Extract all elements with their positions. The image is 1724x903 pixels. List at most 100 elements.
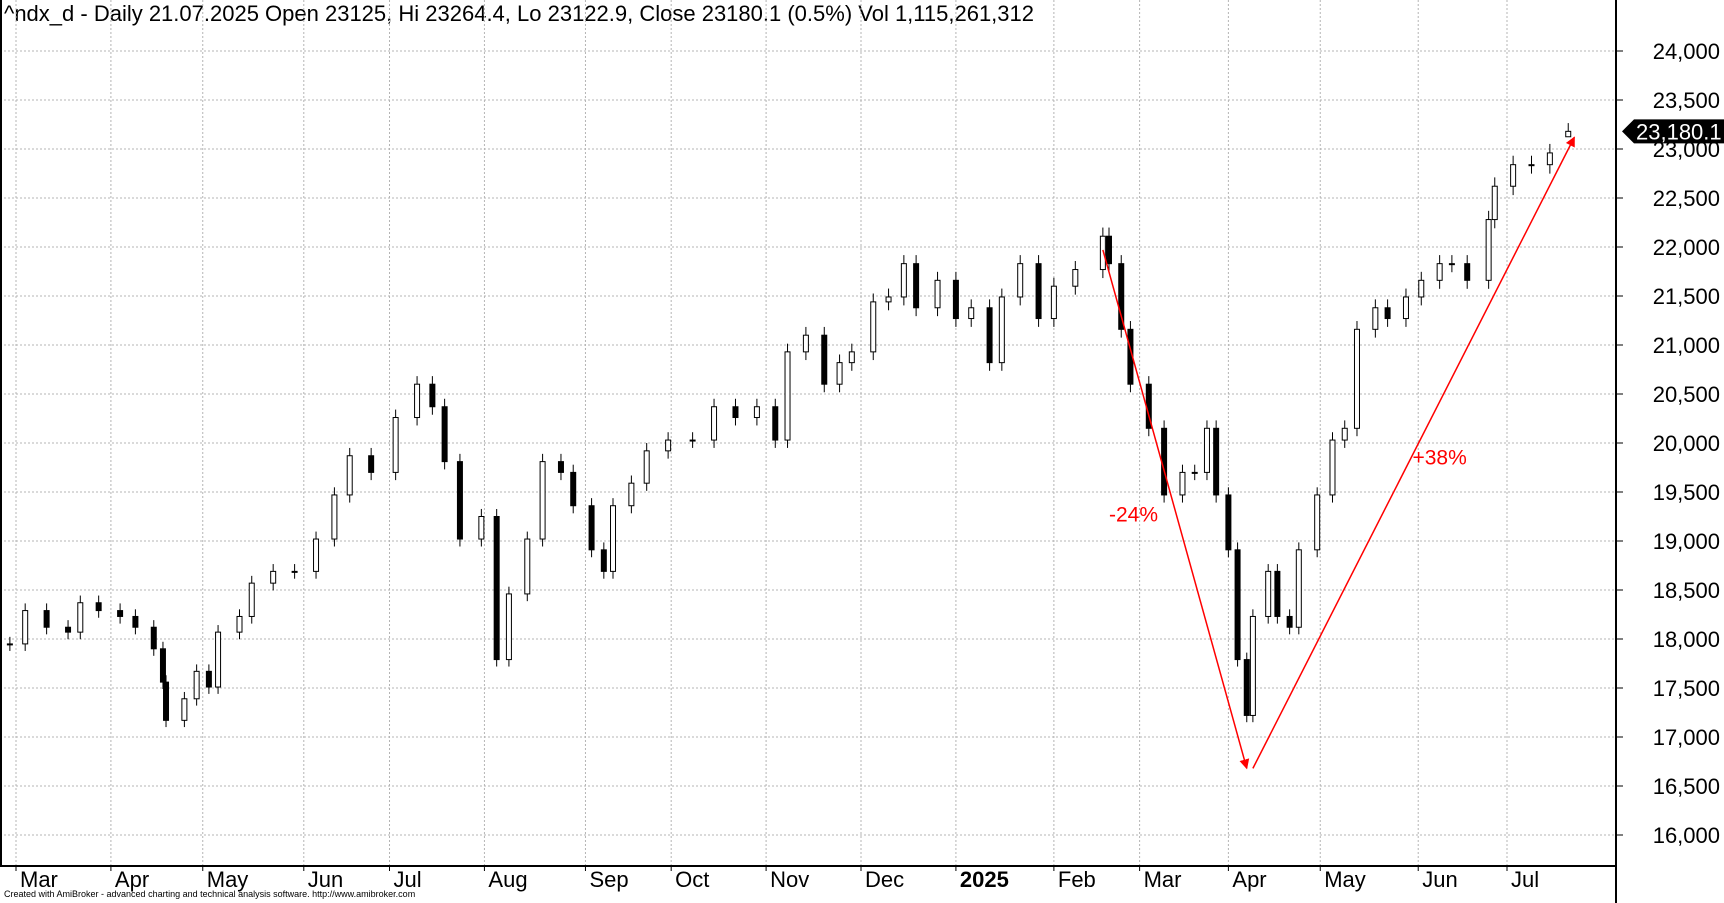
candle — [1510, 164, 1517, 187]
candle — [1491, 185, 1498, 221]
candle — [628, 482, 635, 507]
candle — [414, 383, 421, 419]
candle — [270, 570, 277, 584]
x-tick-label: Oct — [675, 867, 709, 892]
x-tick-label: Feb — [1058, 867, 1096, 892]
candle — [1118, 263, 1125, 330]
y-tick-label: 21,000 — [1653, 333, 1720, 358]
y-tick-label: 20,000 — [1653, 431, 1720, 456]
candle — [1546, 152, 1553, 166]
candle — [998, 296, 1005, 364]
candle — [539, 461, 546, 540]
annotation-arrow — [1102, 249, 1250, 770]
x-tick-label: May — [207, 867, 249, 892]
chart-title: ^ndx_d - Daily 21.07.2025 Open 23125, Hi… — [4, 1, 1035, 26]
candle — [1234, 549, 1241, 661]
candle — [732, 406, 739, 419]
x-tick-label: Apr — [115, 867, 149, 892]
x-tick-label: Mar — [20, 867, 58, 892]
candle — [368, 455, 375, 473]
candle — [132, 615, 139, 628]
candle — [1050, 285, 1057, 320]
candle — [610, 505, 617, 572]
candle — [478, 516, 485, 540]
x-tick-label: Jun — [308, 867, 343, 892]
candle — [429, 383, 436, 408]
candle — [6, 643, 13, 646]
candle — [1225, 494, 1232, 551]
candle — [193, 670, 200, 700]
candle — [784, 351, 791, 441]
candle — [913, 263, 920, 309]
candle — [1565, 130, 1572, 138]
last-price-label: 23,180.1 — [1636, 119, 1722, 144]
y-tick-label: 24,000 — [1653, 39, 1720, 64]
candle — [215, 631, 222, 688]
candle — [1448, 263, 1455, 266]
candle — [900, 263, 907, 298]
candle — [557, 461, 564, 473]
x-tick-label: Sep — [589, 867, 628, 892]
candle — [248, 582, 255, 617]
annotation-label: +38% — [1412, 447, 1466, 470]
candle — [1286, 615, 1293, 628]
candle — [1179, 471, 1186, 496]
candle — [236, 615, 243, 633]
candle — [1485, 219, 1492, 281]
candle — [441, 406, 448, 463]
candle — [1464, 263, 1471, 281]
x-tick-label: Nov — [770, 867, 809, 892]
y-tick-label: 17,000 — [1653, 725, 1720, 750]
candle — [1249, 615, 1256, 716]
x-tick-label: Dec — [865, 867, 904, 892]
y-tick-label: 17,500 — [1653, 676, 1720, 701]
x-tick-label: Mar — [1144, 867, 1182, 892]
candle — [65, 626, 72, 633]
x-tick-label: May — [1324, 867, 1366, 892]
y-tick-label: 18,000 — [1653, 627, 1720, 652]
x-tick-label: Apr — [1232, 867, 1266, 892]
y-tick-label: 19,500 — [1653, 480, 1720, 505]
y-tick-label: 22,500 — [1653, 186, 1720, 211]
candle — [493, 516, 500, 661]
candle — [1402, 296, 1409, 320]
candle — [22, 610, 29, 645]
candle — [95, 602, 102, 612]
candle — [159, 648, 166, 683]
candle — [802, 334, 809, 353]
grid — [0, 0, 1616, 866]
candle — [1314, 494, 1321, 551]
candle — [588, 505, 595, 551]
last-price-marker — [1622, 119, 1724, 144]
x-tick-label: Jul — [1511, 867, 1539, 892]
x-tick-label: Jul — [394, 867, 422, 892]
candle — [331, 494, 338, 540]
candle — [163, 681, 170, 721]
candle — [934, 279, 941, 309]
y-tick-label: 22,000 — [1653, 235, 1720, 260]
candle — [205, 670, 212, 688]
candle — [772, 406, 779, 441]
candle — [117, 610, 124, 617]
candle — [181, 698, 188, 721]
y-tick-label: 18,500 — [1653, 578, 1720, 603]
candle — [1329, 439, 1336, 496]
candle — [291, 570, 298, 573]
candle — [870, 301, 877, 353]
candle — [1243, 659, 1250, 716]
candle — [848, 351, 855, 364]
candle — [689, 439, 696, 442]
candle — [150, 626, 157, 650]
candle — [456, 461, 463, 540]
y-tick-label: 19,000 — [1653, 529, 1720, 554]
candle — [1436, 263, 1443, 281]
x-tick-label: Jun — [1422, 867, 1457, 892]
candle — [643, 450, 650, 484]
candle — [711, 406, 718, 441]
candle — [952, 279, 959, 320]
candle — [1213, 427, 1220, 496]
candle — [1099, 235, 1106, 271]
candle — [1295, 549, 1302, 628]
